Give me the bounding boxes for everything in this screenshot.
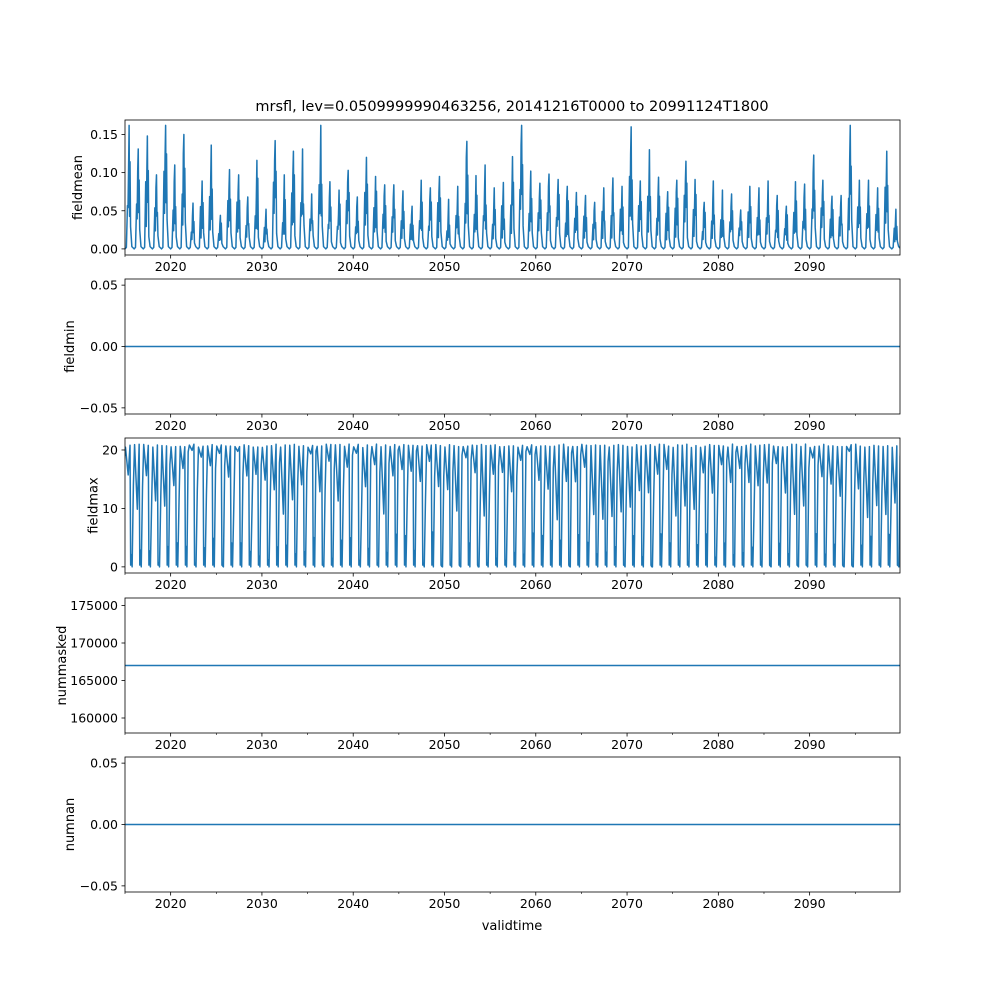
y-tick-label: 20 bbox=[102, 442, 118, 457]
fieldmax-axis-label: fieldmax bbox=[86, 477, 101, 534]
subplot-panels: 2020 2030 2040 2050 2060 2070 2080 2090 0.00 0.05… bbox=[55, 119, 901, 911]
x-tick-label-2090: 2090 bbox=[794, 577, 826, 592]
x-tick-label-2090: 2090 bbox=[794, 896, 826, 911]
fieldmean-series-line bbox=[125, 124, 900, 250]
x-tick-label-2030: 2030 bbox=[246, 896, 278, 911]
y-tick-label: 0.10 bbox=[90, 165, 118, 180]
fieldmax-axes-frame bbox=[124, 437, 901, 574]
figure-title: mrsfl, lev=0.0509999990463256, 20141216T… bbox=[255, 99, 768, 115]
x-tick-label-2070: 2070 bbox=[611, 577, 643, 592]
x-tick-label-2080: 2080 bbox=[702, 259, 734, 274]
x-tick-label-2050: 2050 bbox=[429, 418, 461, 433]
x-tick-label-2070: 2070 bbox=[611, 737, 643, 752]
x-tick-label-2020: 2020 bbox=[155, 737, 187, 752]
x-tick-label-2070: 2070 bbox=[611, 259, 643, 274]
x-axis-label: validtime bbox=[482, 919, 543, 934]
x-tick-label-2050: 2050 bbox=[429, 737, 461, 752]
y-tick-label: 0.05 bbox=[90, 278, 118, 293]
x-tick-label-2030: 2030 bbox=[246, 737, 278, 752]
y-tick-label: 170000 bbox=[70, 636, 118, 651]
x-tick-label-2060: 2060 bbox=[520, 418, 552, 433]
y-tick-label: 10 bbox=[102, 501, 118, 516]
subplot-numnan: 2020 2030 2040 2050 2060 2070 2080 2090 −0.05 0.0… bbox=[63, 756, 901, 911]
x-tick-label-2070: 2070 bbox=[611, 896, 643, 911]
x-tick-label-2020: 2020 bbox=[155, 577, 187, 592]
x-tick-label-2030: 2030 bbox=[246, 577, 278, 592]
y-tick-label: 175000 bbox=[70, 598, 118, 613]
x-tick-label-2090: 2090 bbox=[794, 259, 826, 274]
x-tick-label-2040: 2040 bbox=[337, 577, 369, 592]
x-tick-label-2060: 2060 bbox=[520, 259, 552, 274]
y-tick-label: −0.05 bbox=[80, 400, 118, 415]
x-tick-label-2020: 2020 bbox=[155, 896, 187, 911]
x-tick-label-2030: 2030 bbox=[246, 259, 278, 274]
x-tick-label-2020: 2020 bbox=[155, 418, 187, 433]
y-tick-label: 0.05 bbox=[90, 203, 118, 218]
x-tick-label-2080: 2080 bbox=[702, 737, 734, 752]
numnan-axis-label: numnan bbox=[63, 798, 78, 852]
x-tick-label-2040: 2040 bbox=[337, 418, 369, 433]
fieldmin-axis-label: fieldmin bbox=[63, 320, 78, 373]
y-tick-label: 0 bbox=[110, 559, 118, 574]
y-tick-label: 0.15 bbox=[90, 127, 118, 142]
nummasked-axis-label: nummasked bbox=[55, 626, 70, 706]
x-tick-label-2040: 2040 bbox=[337, 737, 369, 752]
x-tick-label-2060: 2060 bbox=[520, 737, 552, 752]
y-tick-label: 0.00 bbox=[90, 817, 118, 832]
fieldmean-axis-label: fieldmean bbox=[71, 155, 86, 220]
subplot-fieldmax: 2020 2030 2040 2050 2060 2070 2080 2090 0 10 20 fie… bbox=[86, 437, 901, 592]
x-tick-label-2040: 2040 bbox=[337, 896, 369, 911]
x-tick-label-2090: 2090 bbox=[794, 418, 826, 433]
fieldmax-series-line bbox=[125, 443, 900, 568]
x-tick-label-2050: 2050 bbox=[429, 259, 461, 274]
x-tick-label-2050: 2050 bbox=[429, 577, 461, 592]
y-tick-label: 165000 bbox=[70, 673, 118, 688]
x-tick-label-2070: 2070 bbox=[611, 418, 643, 433]
y-tick-label: 160000 bbox=[70, 711, 118, 726]
x-tick-label-2030: 2030 bbox=[246, 418, 278, 433]
x-tick-label-2060: 2060 bbox=[520, 577, 552, 592]
fieldmean-axes-frame bbox=[124, 119, 901, 256]
x-tick-label-2050: 2050 bbox=[429, 896, 461, 911]
subplot-fieldmean: 2020 2030 2040 2050 2060 2070 2080 2090 0.00 0.05… bbox=[71, 119, 901, 274]
nummasked-axes-frame bbox=[124, 597, 901, 734]
x-tick-label-2020: 2020 bbox=[155, 259, 187, 274]
y-tick-label: 0.05 bbox=[90, 756, 118, 771]
x-tick-label-2080: 2080 bbox=[702, 577, 734, 592]
x-tick-label-2090: 2090 bbox=[794, 737, 826, 752]
x-tick-label-2080: 2080 bbox=[702, 418, 734, 433]
subplot-fieldmin: 2020 2030 2040 2050 2060 2070 2080 2090 −0.05 0.0… bbox=[63, 278, 901, 433]
subplot-nummasked: 2020 2030 2040 2050 2060 2070 2080 2090 160000 16… bbox=[55, 597, 901, 752]
x-tick-label-2060: 2060 bbox=[520, 896, 552, 911]
x-tick-label-2040: 2040 bbox=[337, 259, 369, 274]
y-tick-label: −0.05 bbox=[80, 878, 118, 893]
y-tick-label: 0.00 bbox=[90, 241, 118, 256]
x-tick-label-2080: 2080 bbox=[702, 896, 734, 911]
y-tick-label: 0.00 bbox=[90, 339, 118, 354]
